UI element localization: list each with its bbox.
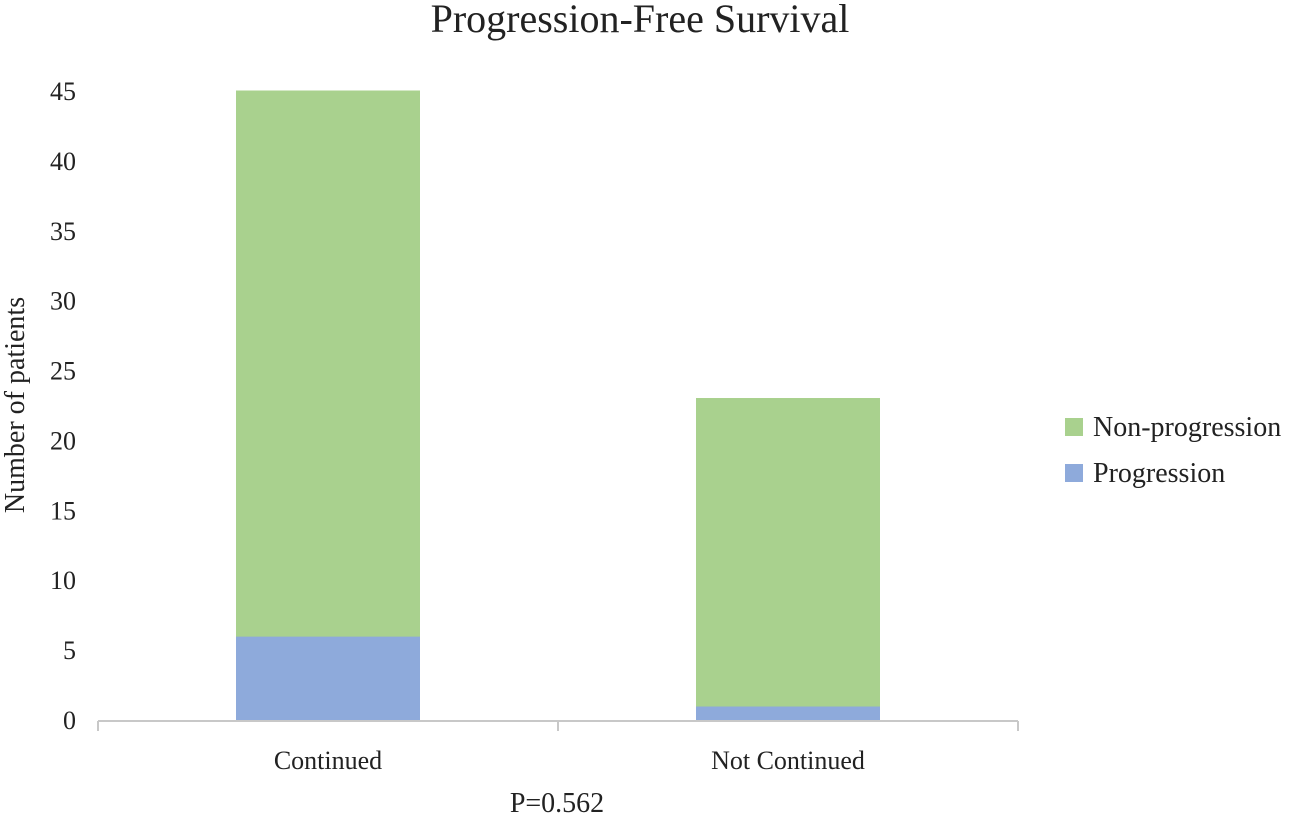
bar-progression-1 <box>236 635 420 721</box>
y-tick-label: 5 <box>63 636 76 665</box>
bar-non-progression-2 <box>696 398 880 707</box>
y-axis-label: Number of patients <box>0 297 31 513</box>
p-value-annotation: P=0.562 <box>510 788 604 819</box>
y-tick-label: 0 <box>63 706 76 735</box>
y-tick-label: 30 <box>50 287 76 316</box>
legend-swatch-progression <box>1065 464 1083 482</box>
legend: Non-progression Progression <box>1065 412 1281 489</box>
y-tick-label: 15 <box>50 496 76 525</box>
x-tick-label: Not Continued <box>711 746 865 775</box>
y-tick-label: 35 <box>50 217 76 246</box>
y-tick-label: 10 <box>50 566 76 595</box>
x-axis-ticks <box>97 721 1019 731</box>
x-tick-label: Continued <box>274 746 382 775</box>
y-axis-ticks: 0 5 10 15 20 25 30 35 40 45 <box>50 77 76 735</box>
bars <box>236 90 880 721</box>
legend-label-progression: Progression <box>1093 458 1225 489</box>
legend-swatch-non-progression <box>1065 418 1083 436</box>
chart-title: Progression-Free Survival <box>431 0 850 41</box>
y-tick-label: 25 <box>50 357 76 386</box>
bar-progression-2 <box>696 705 880 721</box>
bar-non-progression-1 <box>236 90 420 637</box>
y-tick-label: 45 <box>50 77 76 106</box>
x-axis-tick-labels: Continued Not Continued <box>274 746 865 775</box>
legend-label-non-progression: Non-progression <box>1093 412 1281 443</box>
y-tick-label: 40 <box>50 147 76 176</box>
y-tick-label: 20 <box>50 426 76 455</box>
